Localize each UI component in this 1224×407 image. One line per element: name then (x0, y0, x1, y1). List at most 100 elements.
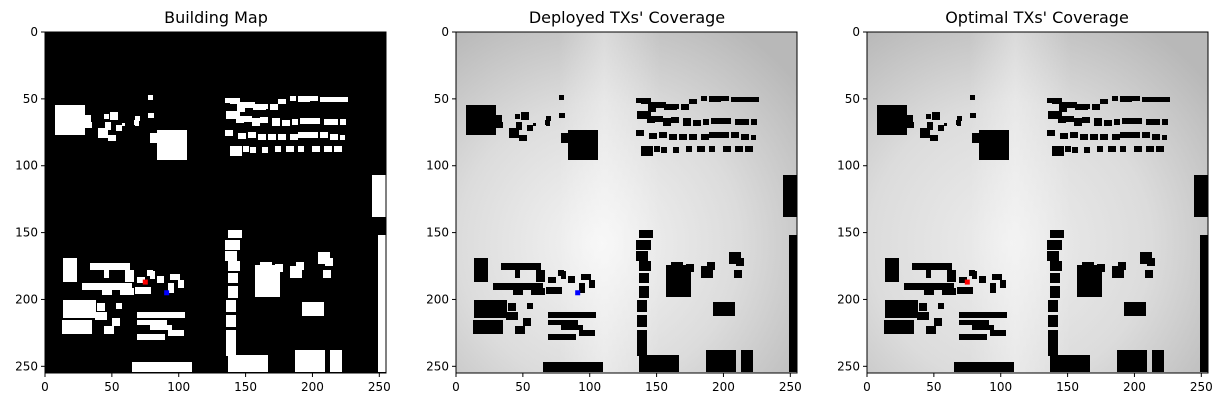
map-background (45, 32, 386, 373)
building-block (741, 134, 749, 140)
building-block (654, 146, 660, 152)
building-block (664, 104, 677, 110)
building-block (900, 122, 914, 128)
building-block (723, 146, 731, 152)
building-block (286, 146, 294, 152)
building-block (501, 263, 541, 270)
building-block (268, 134, 276, 140)
building-block (579, 283, 585, 293)
building-block (970, 113, 976, 118)
building-block (1152, 350, 1164, 372)
y-tick-label: 250 (15, 359, 38, 373)
y-tick-label: 100 (15, 159, 38, 173)
building-block (641, 98, 651, 104)
building-block (701, 96, 707, 101)
building-block (1120, 96, 1132, 102)
building-block (709, 132, 719, 138)
building-block (135, 287, 151, 294)
building-block (1047, 98, 1052, 103)
building-block (957, 122, 961, 126)
building-block (270, 104, 278, 110)
building-block (150, 133, 160, 143)
x-tick-label: 100 (578, 380, 601, 394)
building-block (300, 118, 310, 124)
building-block (972, 325, 994, 330)
building-block (589, 280, 595, 288)
building-block (957, 287, 973, 294)
building-block (885, 300, 918, 318)
building-block (323, 270, 331, 278)
building-block (1052, 146, 1064, 156)
building-block (516, 122, 522, 130)
building-block (703, 119, 709, 125)
building-block (1072, 147, 1078, 153)
building-block (745, 146, 753, 152)
building-block (938, 303, 944, 309)
building-block (253, 104, 266, 110)
x-tick-label: 250 (368, 380, 391, 394)
building-block (731, 97, 741, 102)
building-block (1142, 97, 1152, 102)
x-tick-label: 150 (234, 380, 257, 394)
building-block (1047, 251, 1059, 261)
building-block (230, 98, 240, 104)
building-block (63, 300, 96, 318)
building-block (559, 95, 564, 100)
building-block (95, 312, 107, 320)
building-block (228, 286, 238, 298)
building-block (474, 300, 507, 318)
building-block (636, 251, 648, 261)
x-tick-label: 0 (863, 380, 871, 394)
building-block (1080, 134, 1088, 140)
building-block (1100, 99, 1108, 104)
building-block (340, 119, 346, 125)
y-tick-label: 150 (837, 226, 860, 240)
building-block (148, 113, 154, 118)
building-block (262, 147, 268, 153)
building-block (240, 116, 252, 122)
building-block (1120, 132, 1130, 138)
building-block (1145, 270, 1153, 278)
building-block (568, 276, 575, 283)
tx-marker (964, 279, 970, 285)
building-block (1050, 286, 1060, 298)
building-block (137, 312, 185, 318)
axes-frame (44, 31, 387, 374)
building-block (290, 96, 296, 101)
building-block (324, 146, 332, 152)
panel-building-map: Building Map 0 50 100 150 200 250050100150200… (15, 8, 391, 394)
building-block (78, 122, 92, 128)
building-block (636, 130, 644, 136)
building-block (1048, 330, 1058, 344)
building-block (992, 274, 1002, 280)
building-block (920, 128, 930, 138)
building-block (637, 111, 642, 119)
x-tick-label: 200 (712, 380, 735, 394)
building-block (671, 262, 683, 270)
building-block (689, 99, 697, 104)
building-block (959, 312, 1007, 318)
building-block (63, 258, 77, 282)
x-tick-label: 50 (926, 380, 941, 394)
building-block (334, 146, 342, 152)
building-block (1147, 258, 1155, 266)
building-block (1052, 111, 1062, 119)
building-block (546, 287, 562, 294)
building-block (751, 97, 759, 102)
building-block (1097, 146, 1103, 152)
building-block (979, 276, 986, 283)
building-block (741, 97, 751, 102)
building-block (721, 118, 731, 124)
building-block (671, 104, 679, 109)
building-block (226, 300, 236, 312)
building-block (639, 261, 651, 271)
building-block (561, 271, 566, 279)
building-block (258, 134, 266, 140)
building-block (904, 283, 954, 290)
building-block (110, 112, 118, 120)
building-block (885, 258, 899, 282)
building-block (689, 134, 697, 140)
building-block (230, 111, 240, 119)
building-block (330, 97, 340, 102)
building-block (789, 235, 797, 372)
